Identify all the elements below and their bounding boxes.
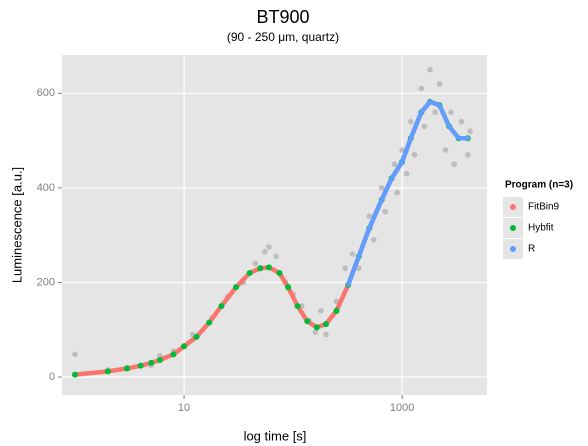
data-point: [318, 308, 324, 314]
fit-point: [206, 319, 213, 326]
x-axis-label: log time [s]: [244, 428, 307, 443]
data-point: [342, 265, 348, 272]
y-tick-label: 0: [49, 371, 55, 383]
legend-symbol: [510, 225, 516, 231]
data-point: [72, 351, 78, 358]
data-point: [312, 329, 319, 335]
legend-symbol: [510, 246, 516, 252]
data-point: [382, 208, 389, 215]
y-axis-label: Luminescence [a.u.]: [9, 167, 24, 283]
fit-point: [156, 357, 163, 364]
data-point: [448, 109, 454, 116]
legend-symbol: [510, 204, 516, 210]
y-tick-label: 400: [37, 182, 55, 194]
chart-subtitle: (90 - 250 μm, quartz): [227, 30, 339, 44]
x-tick-label: 10: [178, 402, 190, 414]
legend-label: FitBin9: [528, 202, 560, 213]
data-point: [261, 248, 268, 255]
legend-title: Program (n=3): [505, 180, 573, 191]
fit-point: [322, 321, 329, 328]
fit-point: [246, 269, 253, 276]
data-point: [427, 66, 433, 73]
data-point: [399, 147, 405, 153]
data-point: [378, 185, 385, 191]
data-point: [407, 118, 414, 125]
fit-point: [104, 368, 111, 375]
data-point: [442, 147, 449, 153]
plot-panel: [62, 55, 487, 395]
data-point: [436, 81, 443, 87]
data-point: [266, 244, 272, 250]
fit-point: [193, 333, 200, 340]
fit-point: [304, 318, 311, 325]
data-point: [391, 161, 398, 168]
fit-point: [71, 371, 78, 378]
legend-label: Hybfit: [528, 223, 554, 234]
fit-point: [148, 359, 155, 366]
fit-point: [294, 303, 301, 310]
fit-point: [276, 269, 283, 276]
fit-point: [333, 307, 340, 314]
data-point: [323, 331, 329, 338]
data-point: [355, 265, 362, 272]
data-point: [432, 109, 438, 116]
y-tick-label: 200: [37, 276, 55, 288]
y-tick-label: 600: [37, 87, 55, 99]
data-point: [451, 161, 457, 168]
data-point: [458, 118, 465, 125]
chart-title: BT900: [256, 7, 309, 27]
fit-point: [181, 343, 188, 350]
data-point: [366, 213, 373, 220]
fit-point: [170, 351, 177, 358]
fit-point: [313, 324, 320, 331]
data-point: [464, 151, 471, 158]
data-point: [418, 85, 425, 92]
data-point: [467, 128, 473, 134]
data-point: [273, 253, 280, 260]
legend-label: R: [528, 244, 535, 255]
fit-point: [233, 284, 240, 291]
fit-point: [124, 365, 131, 372]
fit-point: [265, 264, 272, 271]
data-point: [421, 123, 428, 130]
data-point: [394, 189, 400, 196]
fit-point: [218, 303, 225, 310]
data-point: [252, 260, 259, 267]
data-point: [403, 170, 410, 177]
x-tick-label: 1000: [390, 402, 414, 414]
data-point: [411, 151, 418, 158]
fit-point: [285, 284, 292, 291]
fit-point: [257, 265, 264, 272]
fit-point: [137, 362, 144, 369]
data-point: [349, 251, 356, 257]
fit-line: [345, 99, 471, 288]
data-point: [371, 237, 377, 243]
